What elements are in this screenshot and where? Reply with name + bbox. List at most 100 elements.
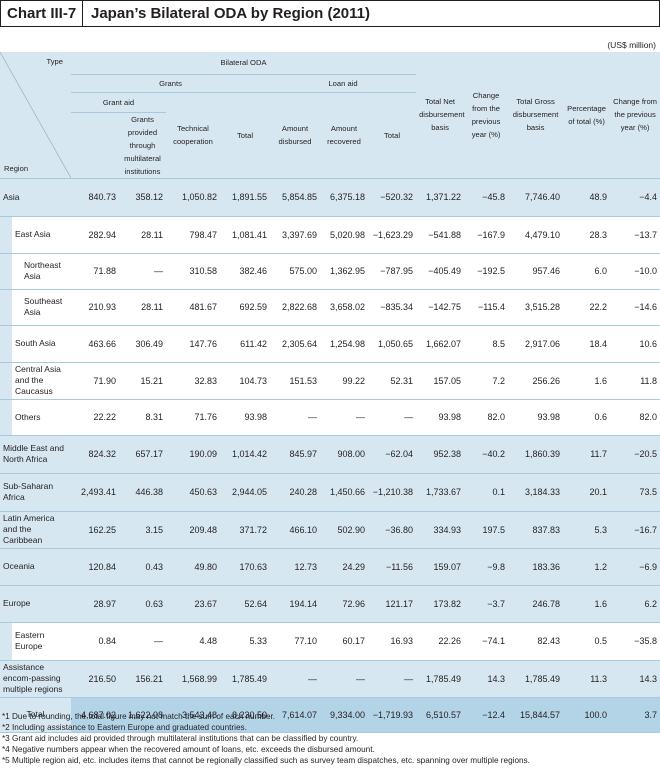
unit-label: (US$ million) [607, 40, 656, 50]
value-cell: 3.7 [610, 697, 660, 733]
value-cell: 5.33 [220, 622, 270, 661]
region-label: Region [4, 163, 29, 173]
value-cell: 32.83 [166, 362, 220, 400]
value-cell: 16.93 [368, 622, 417, 661]
value-cell: 7.2 [464, 362, 509, 400]
value-cell: −520.32 [368, 178, 417, 217]
value-cell: — [320, 660, 368, 698]
change-gross-header: Change from the previous year (%) [610, 52, 660, 179]
total-label: Total [0, 697, 71, 733]
value-cell: 1,785.49 [508, 660, 564, 698]
value-cell: 611.42 [220, 325, 270, 363]
value-cell: 2,493.41 [71, 473, 119, 512]
value-cell: 952.38 [416, 435, 465, 474]
value-cell: — [119, 253, 166, 290]
value-cell: 481.67 [166, 289, 220, 326]
value-cell: 2,305.64 [270, 325, 320, 363]
table-row: Latin America and the Caribbean 162.25 3.1… [0, 511, 660, 549]
value-cell: 49.80 [166, 548, 220, 586]
change-net-header: Change from the previous year (%) [464, 52, 509, 179]
value-cell: 575.00 [270, 253, 320, 290]
value-cell: 28.11 [119, 289, 166, 326]
value-cell: 837.83 [508, 511, 564, 549]
multilateral-grants-header: Grants provided through multilateral ins… [119, 112, 166, 179]
value-cell: 1,081.41 [220, 216, 270, 254]
value-cell: 77.10 [270, 622, 320, 661]
value-cell: 4,479.10 [508, 216, 564, 254]
value-cell: 824.32 [71, 435, 119, 474]
value-cell: 9,334.00 [320, 697, 368, 733]
value-cell: 371.72 [220, 511, 270, 549]
value-cell: 15,844.57 [508, 697, 564, 733]
value-cell: 1,662.07 [416, 325, 465, 363]
indent-spacer [0, 362, 12, 400]
percentage-header: Percentage of total (%) [563, 52, 611, 179]
table-row: Central Asia and the Caucasus 71.90 15.21 3… [0, 362, 660, 400]
value-cell: 3,397.69 [270, 216, 320, 254]
value-cell: 100.0 [563, 697, 611, 733]
value-cell: 0.63 [119, 585, 166, 623]
value-cell: 162.25 [71, 511, 119, 549]
value-cell: −12.4 [464, 697, 509, 733]
value-cell: 0.6 [563, 399, 611, 436]
value-cell: −405.49 [416, 253, 465, 290]
value-cell: 120.84 [71, 548, 119, 586]
value-cell: 93.98 [220, 399, 270, 436]
table-row: Oceania 120.84 0.43 49.80 170.63 12.73 24.29 −1… [0, 548, 660, 586]
footnote: *4 Negative numbers appear when the reco… [2, 745, 375, 754]
region-name: Oceania [0, 548, 71, 586]
value-cell: 28.97 [71, 585, 119, 623]
value-cell: 121.17 [368, 585, 417, 623]
value-cell: 11.8 [610, 362, 660, 400]
value-cell: −1,623.29 [368, 216, 417, 254]
value-cell: 3,184.33 [508, 473, 564, 512]
value-cell: 8,230.50 [220, 697, 270, 733]
value-cell: −35.8 [610, 622, 660, 661]
value-cell: 306.49 [119, 325, 166, 363]
value-cell: −20.5 [610, 435, 660, 474]
value-cell: 1,785.49 [220, 660, 270, 698]
value-cell: 2,944.05 [220, 473, 270, 512]
value-cell: 1,254.98 [320, 325, 368, 363]
value-cell: 73.5 [610, 473, 660, 512]
value-cell: −13.7 [610, 216, 660, 254]
value-cell: 382.46 [220, 253, 270, 290]
value-cell: 1,785.49 [416, 660, 465, 698]
value-cell: 446.38 [119, 473, 166, 512]
table-row: Europe 28.97 0.63 23.67 52.64 194.14 72.96 121.… [0, 585, 660, 623]
value-cell: 11.3 [563, 660, 611, 698]
value-cell: 6.2 [610, 585, 660, 623]
value-cell: 1,050.65 [368, 325, 417, 363]
value-cell: −3.7 [464, 585, 509, 623]
value-cell: 1,014.42 [220, 435, 270, 474]
value-cell: −62.04 [368, 435, 417, 474]
subregion-name: East Asia [12, 216, 71, 254]
value-cell: 4,687.02 [71, 697, 119, 733]
value-cell: 15.21 [119, 362, 166, 400]
value-cell: 8.31 [119, 399, 166, 436]
value-cell: 0.5 [563, 622, 611, 661]
value-cell: 1.6 [563, 362, 611, 400]
value-cell: 52.31 [368, 362, 417, 400]
subregion-name: South Asia [12, 325, 71, 363]
value-cell: 22.26 [416, 622, 465, 661]
value-cell: −14.6 [610, 289, 660, 326]
value-cell: 0.43 [119, 548, 166, 586]
value-cell: 502.90 [320, 511, 368, 549]
value-cell: 99.22 [320, 362, 368, 400]
value-cell: 1,622.08 [119, 697, 166, 733]
chart-number: Chart III-7 [1, 1, 83, 26]
value-cell: −45.8 [464, 178, 509, 217]
value-cell: 170.63 [220, 548, 270, 586]
value-cell: 1,891.55 [220, 178, 270, 217]
value-cell: 5,854.85 [270, 178, 320, 217]
value-cell: 657.17 [119, 435, 166, 474]
value-cell: 216.50 [71, 660, 119, 698]
value-cell: — [270, 660, 320, 698]
indent-spacer [0, 622, 12, 661]
value-cell: — [320, 399, 368, 436]
value-cell: — [270, 399, 320, 436]
table-row: Eastern Europe 0.84—4.48 5.33 77.10 60.17 16.… [0, 622, 660, 661]
net-disbursement-header: Total Net disbursement basis [416, 52, 465, 179]
value-cell: 3,515.28 [508, 289, 564, 326]
